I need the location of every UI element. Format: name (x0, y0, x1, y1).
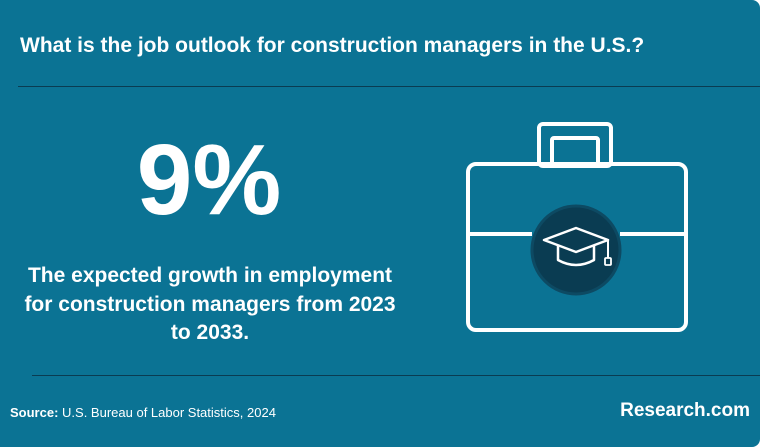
briefcase-icon (460, 118, 692, 336)
stat-description: The expected growth in employment for co… (24, 264, 396, 345)
stat-value: 9% (136, 124, 282, 236)
source-text: U.S. Bureau of Labor Statistics, 2024 (62, 405, 276, 420)
footer-divider (32, 375, 760, 376)
source-citation: Source: U.S. Bureau of Labor Statistics,… (10, 405, 276, 420)
brand-logo: Research.com (620, 400, 750, 421)
graduation-cap-icon (530, 204, 622, 296)
infographic-title: What is the job outlook for construction… (20, 34, 645, 57)
source-label: Source: (10, 405, 59, 420)
title-divider (18, 86, 760, 87)
